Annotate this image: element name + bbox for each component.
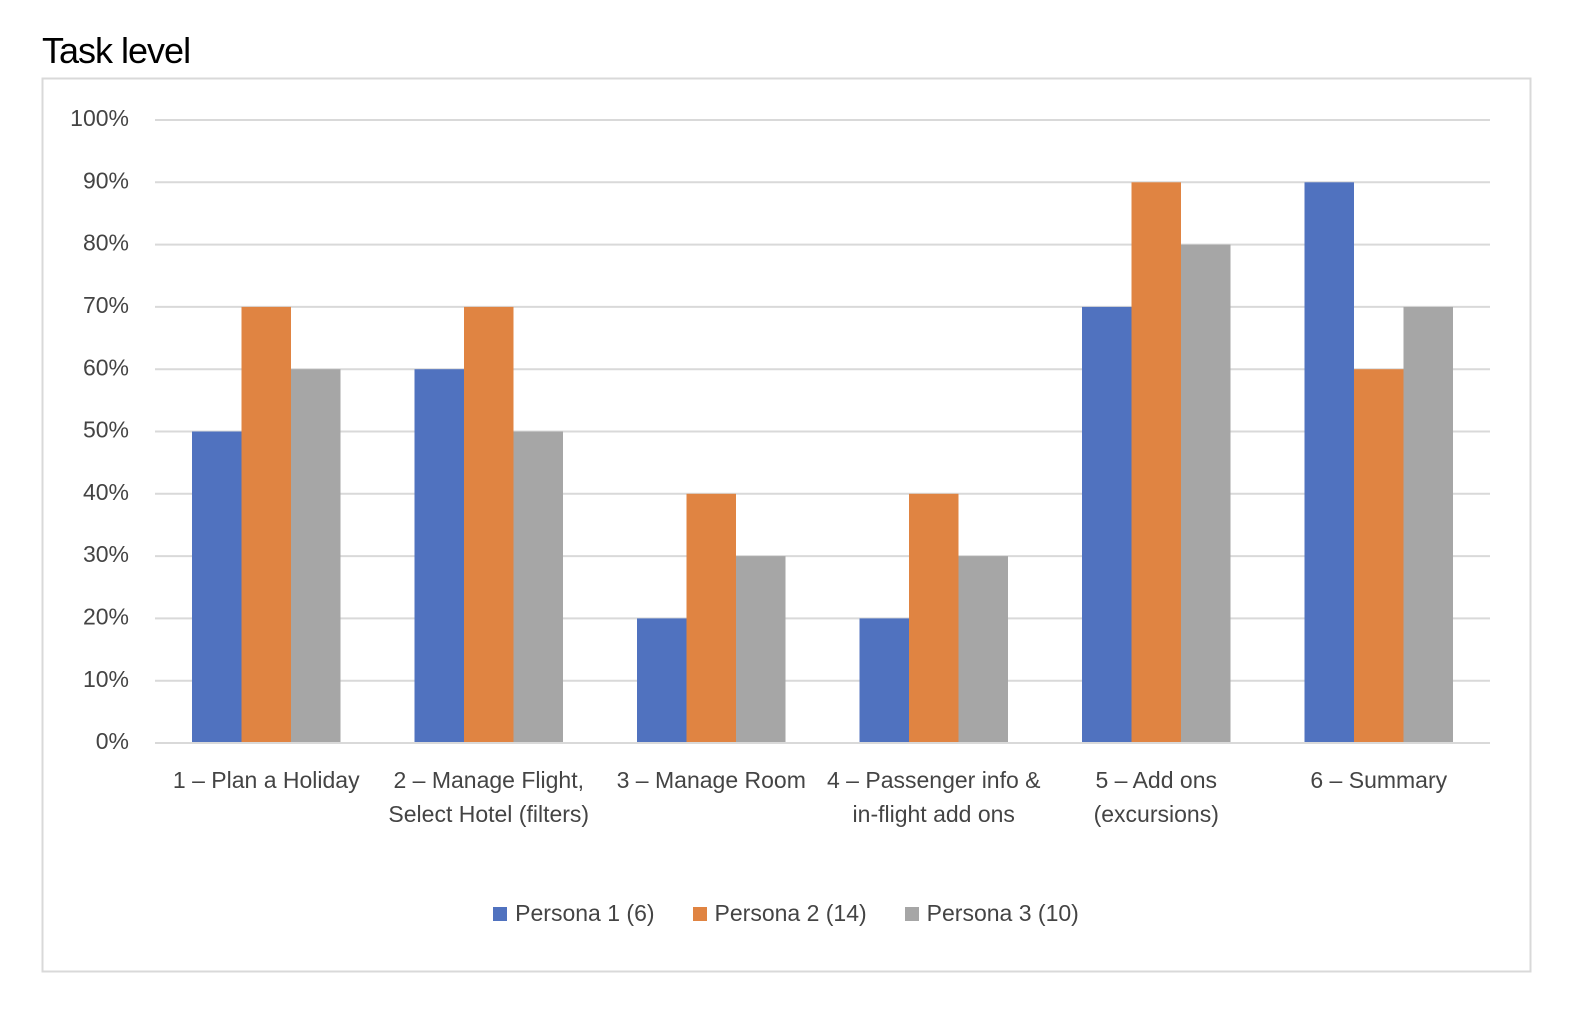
bar	[1131, 182, 1181, 744]
x-tick-label: 2 – Manage Flight, Select Hotel (filters…	[388, 767, 590, 827]
chart-title: Task level	[42, 30, 191, 71]
y-tick-label: 70%	[83, 292, 129, 318]
y-tick-label: 90%	[83, 167, 129, 193]
legend-swatch	[904, 906, 919, 921]
bar	[192, 431, 242, 743]
bar	[414, 369, 464, 743]
bar	[736, 556, 786, 743]
bar	[241, 306, 291, 743]
bar	[1403, 306, 1453, 743]
bar	[909, 493, 959, 743]
bar	[513, 431, 563, 743]
y-tick-label: 0%	[96, 728, 129, 754]
legend-swatch	[692, 906, 707, 921]
x-tick-label: 3 – Manage Room	[616, 767, 806, 793]
y-tick-label: 50%	[83, 417, 129, 443]
y-tick-label: 30%	[83, 541, 129, 567]
bar	[1181, 244, 1231, 743]
x-tick-label: 5 – Add ons (excursions)	[1093, 767, 1219, 827]
legend-swatch	[493, 906, 508, 921]
x-tick-label: 6 – Summary	[1310, 767, 1448, 793]
legend-label: Persona 3 (10)	[926, 900, 1079, 926]
bar	[686, 493, 736, 743]
legend-label: Persona 1 (6)	[515, 900, 655, 926]
y-tick-label: 100%	[70, 105, 129, 131]
y-tick-label: 80%	[83, 230, 129, 256]
x-tick-label: 1 – Plan a Holiday	[172, 767, 360, 793]
bar	[958, 556, 1008, 743]
bar	[637, 618, 687, 743]
y-tick-label: 60%	[83, 354, 129, 380]
bar	[859, 618, 909, 743]
bar	[1304, 182, 1354, 744]
legend-item: Persona 3 (10)	[904, 900, 1079, 927]
bar	[464, 306, 514, 743]
y-tick-label: 40%	[83, 479, 129, 505]
legend-item: Persona 1 (6)	[493, 900, 655, 927]
x-tick-label: 4 – Passenger info & in-flight add ons	[826, 767, 1041, 827]
bar	[1354, 369, 1404, 743]
chart-frame	[41, 77, 1532, 973]
legend-label: Persona 2 (14)	[714, 900, 867, 926]
legend: Persona 1 (6) Persona 2 (14) Persona 3 (10…	[42, 900, 1530, 927]
legend-item: Persona 2 (14)	[692, 900, 867, 927]
y-tick-label: 10%	[83, 666, 129, 692]
y-tick-label: 20%	[83, 603, 129, 629]
bar	[291, 369, 341, 743]
bar	[1082, 306, 1132, 743]
